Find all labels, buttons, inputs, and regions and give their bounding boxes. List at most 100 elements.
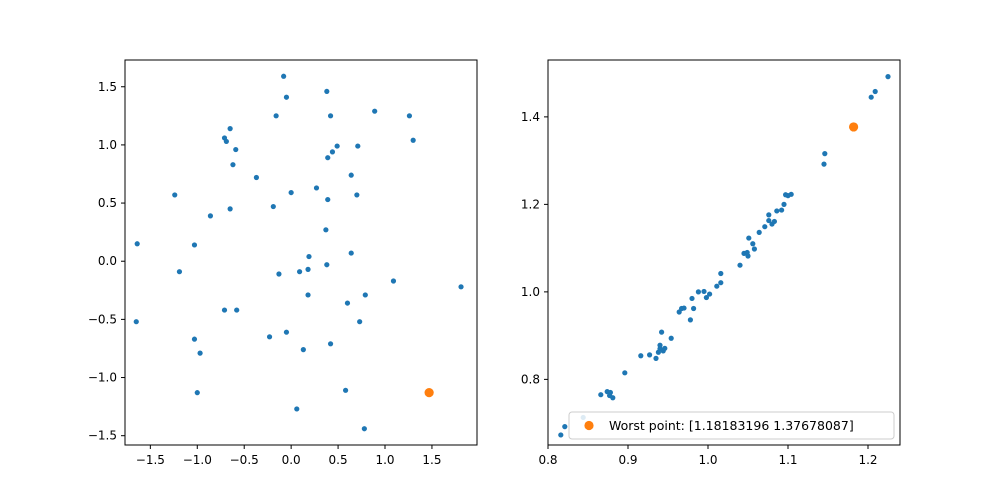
scatter-point [361,426,367,432]
scatter-point [821,161,827,167]
scatter-point [687,317,694,323]
scatter-point [270,203,276,210]
scatter-point [324,262,330,268]
scatter-point [681,305,687,311]
scatter-point [562,424,568,430]
scatter-point [253,174,260,181]
legend-label: Worst point: [1.18183196 1.37678087] [609,418,854,433]
legend-marker [584,420,594,431]
scatter-point [718,270,724,277]
scatter-point [756,229,762,235]
scatter-point [885,74,891,80]
y-tick-label: 0.8 [521,372,540,386]
y-tick-label: −1.0 [88,371,117,385]
scatter-point [750,241,756,247]
axes-frame [547,59,901,446]
scatter-point [788,191,794,197]
y-tick-label: −1.5 [88,429,117,443]
scatter-point [647,352,653,358]
scatter-point [771,218,778,225]
data-points [133,73,464,432]
scatter-point [774,208,780,214]
legend-box [568,411,895,440]
scatter-point [194,390,200,396]
scatter-point [354,192,360,198]
scatter-point [327,113,334,119]
scatter-point [657,342,663,348]
scatter-point [313,185,320,191]
scatter-point [294,406,300,412]
scatter-point [306,253,312,260]
y-tick-label: 1.2 [521,197,540,211]
scatter-point [305,266,311,272]
scatter-point [325,155,331,161]
scatter-point [324,88,330,95]
data-points [558,74,891,438]
scatter-point [718,280,724,286]
scatter-point [133,319,139,325]
y-tick-label: 1.5 [98,80,117,94]
scatter-point [283,329,290,335]
scatter-point [230,162,236,168]
scatter-point [288,189,294,196]
scatter-point [372,108,378,114]
scatter-point [233,146,239,153]
scatter-point [598,392,604,398]
scatter-panel-right: 0.8 0.9 1.0 1.1 1.2 0.8 1.0 1.2 1.4 Worst point: … [521,59,901,467]
x-tick-label: 0.0 [282,453,301,467]
y-tick-label: 0.5 [98,196,117,210]
x-tick-label: 1.1 [778,453,797,467]
scatter-point [766,212,772,218]
x-tick-label: 0.9 [618,453,637,467]
scatter-point [638,353,644,359]
scatter-point [362,292,368,298]
scatter-point [822,151,828,157]
worst-point-marker [849,122,859,132]
scatter-point [329,149,336,155]
scatter-point [348,250,354,256]
scatter-point [273,113,279,119]
scatter-point [197,350,203,356]
scatter-point [868,94,874,100]
scatter-point [622,370,628,376]
x-tick-label: 1.5 [422,453,441,467]
scatter-point [390,278,397,284]
scatter-point [691,305,697,312]
scatter-point [659,329,665,335]
scatter-point [406,113,413,119]
scatter-point [281,73,287,79]
scatter-point [327,341,334,347]
scatter-point [227,206,233,212]
scatter-point [227,126,233,132]
scatter-point [191,242,198,248]
scatter-point [653,355,659,361]
scatter-point [348,172,354,178]
x-tick-label: 1.2 [858,453,877,467]
scatter-point [221,307,228,313]
scatter-point [707,291,713,297]
scatter-point [266,334,273,340]
scatter-point [745,253,751,259]
scatter-point [323,227,329,233]
scatter-panel-left: −1.5 −1.0 −0.5 0.0 0.5 1.0 1.5 −1.5 −1.0 −0.5 0.0 0… [88,59,478,467]
worst-point-marker [424,388,434,398]
legend: Worst point: [1.18183196 1.37678087] [568,411,895,440]
scatter-point [703,294,710,301]
scatter-point [714,283,720,289]
scatter-point [610,395,616,401]
scatter-point [305,292,311,298]
scatter-point [779,207,785,213]
scatter-point [300,347,306,353]
scatter-point [283,94,290,100]
x-tick-label: 0.5 [329,453,348,467]
y-tick-label: −0.5 [88,312,117,326]
scatter-point [751,246,758,252]
scatter-point [762,224,768,230]
scatter-point [458,284,464,290]
scatter-point [355,143,361,149]
y-tick-label: 1.0 [98,138,117,152]
scatter-point [689,295,695,302]
scatter-point [766,217,772,224]
scatter-point [176,269,183,275]
scatter-point [134,241,140,247]
